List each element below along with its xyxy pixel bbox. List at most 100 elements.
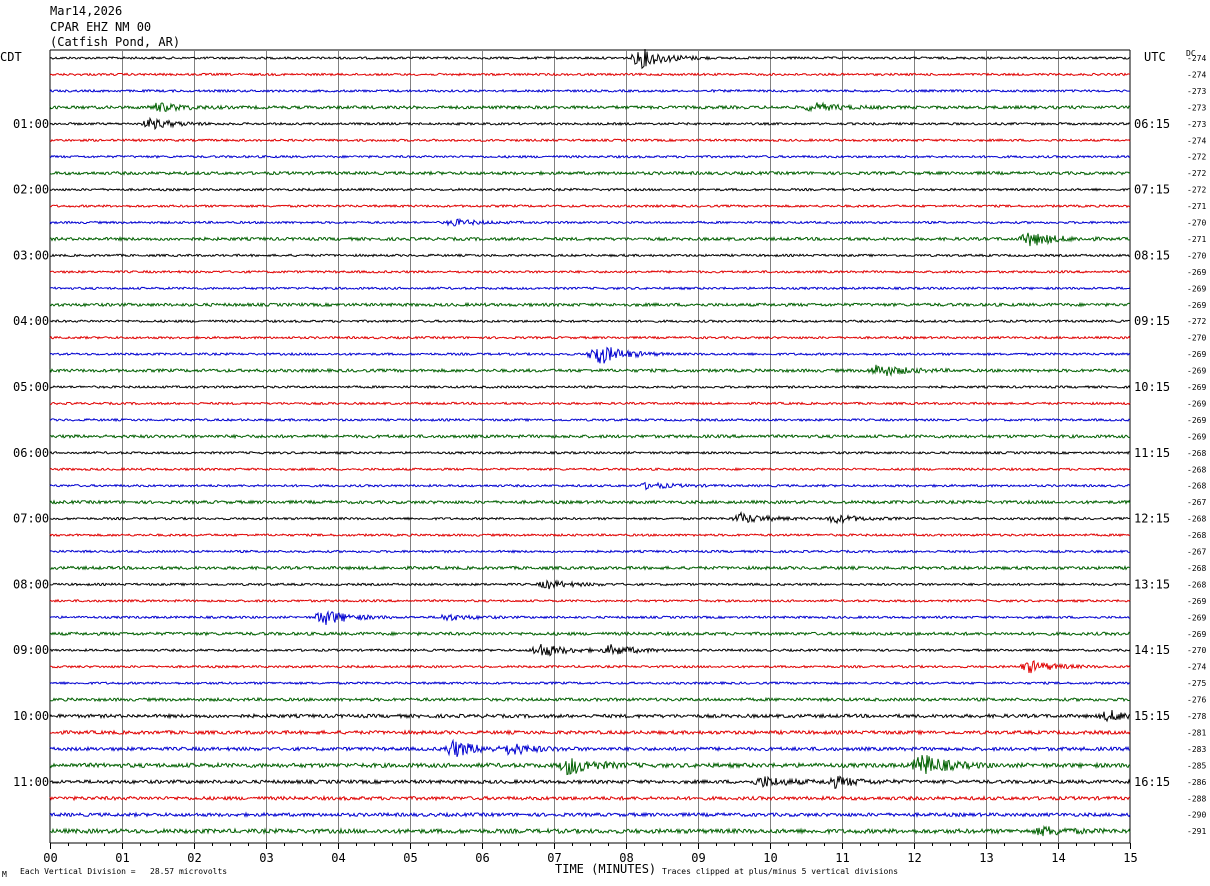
- trace-row-11: [49, 232, 1131, 247]
- x-tick-label: 14: [1051, 851, 1065, 865]
- utc-hour-label: 12:15: [1134, 512, 1170, 526]
- trace-row-32: [49, 579, 1131, 590]
- dc-offset-label: -269: [1187, 268, 1206, 277]
- x-tick-label: 11: [835, 851, 849, 865]
- trace-row-10: [49, 217, 1131, 227]
- dc-offset-label: -270: [1187, 251, 1206, 260]
- utc-hour-label: 07:15: [1134, 183, 1170, 197]
- footer-vertical-division: Each Vertical Division = 28.57 microvolt…: [20, 867, 228, 876]
- trace-row-2: [49, 88, 1130, 94]
- trace-row-31: [49, 565, 1131, 571]
- cdt-hour-label: 11:00: [13, 775, 49, 789]
- x-tick-label: 02: [187, 851, 201, 865]
- dc-offset-label: -273: [1187, 87, 1206, 96]
- trace-row-45: [49, 794, 1131, 802]
- cdt-hour-label: 05:00: [13, 380, 49, 394]
- trace-row-37: [49, 660, 1131, 674]
- x-tick-label: 12: [907, 851, 921, 865]
- dc-offset-label: -291: [1187, 827, 1206, 836]
- dc-offset-label: -270: [1187, 646, 1206, 655]
- dc-offset-label: -269: [1187, 383, 1206, 392]
- trace-row-1: [49, 72, 1131, 77]
- trace-row-27: [49, 499, 1131, 505]
- dc-offset-label: -268: [1187, 515, 1206, 524]
- trace-row-9: [49, 203, 1131, 209]
- utc-hour-label: 13:15: [1134, 577, 1170, 591]
- trace-row-5: [49, 138, 1131, 143]
- grid-lines: [49, 49, 1131, 849]
- trace-row-35: [49, 630, 1131, 637]
- x-tick-label: 13: [979, 851, 993, 865]
- dc-offset-label: -268: [1187, 531, 1206, 540]
- cdt-hour-label: 04:00: [13, 314, 49, 328]
- cdt-hour-label: 01:00: [13, 117, 49, 131]
- cdt-hour-label: 02:00: [13, 183, 49, 197]
- dc-offset-label: -290: [1187, 811, 1206, 820]
- x-tick-label: 03: [259, 851, 273, 865]
- trace-row-44: [49, 775, 1131, 789]
- dc-offset-label: -267: [1187, 548, 1206, 557]
- trace-row-39: [49, 696, 1131, 703]
- trace-row-7: [49, 170, 1131, 177]
- trace-row-42: [49, 738, 1131, 758]
- utc-hour-label: 08:15: [1134, 248, 1170, 262]
- trace-row-0: [49, 48, 1131, 70]
- dc-offset-label: -278: [1187, 712, 1206, 721]
- dc-offset-label: -269: [1187, 416, 1206, 425]
- dc-offset-label: -283: [1187, 745, 1206, 754]
- trace-row-21: [49, 401, 1131, 406]
- dc-offset-label: -281: [1187, 728, 1206, 737]
- utc-hour-label: 16:15: [1134, 775, 1170, 789]
- trace-row-46: [49, 811, 1131, 818]
- dc-offset-label: -268: [1187, 482, 1206, 491]
- trace-row-29: [49, 532, 1131, 538]
- dc-offset-label: -269: [1187, 350, 1206, 359]
- trace-row-40: [49, 709, 1131, 723]
- dc-offset-label: -272: [1187, 186, 1206, 195]
- trace-row-24: [49, 450, 1131, 455]
- trace-row-15: [49, 301, 1131, 308]
- trace-row-13: [49, 269, 1131, 275]
- cdt-hour-label: 03:00: [13, 248, 49, 262]
- utc-hour-label: 11:15: [1134, 446, 1170, 460]
- utc-hour-label: 10:15: [1134, 380, 1170, 394]
- x-tick-label: 08: [619, 851, 633, 865]
- dc-offset-label: -274: [1187, 136, 1206, 145]
- dc-offset-label: -269: [1187, 399, 1206, 408]
- trace-row-19: [49, 364, 1131, 377]
- trace-layer: [49, 48, 1131, 837]
- trace-row-12: [49, 253, 1131, 258]
- x-tick-label: 04: [331, 851, 345, 865]
- footer-clip-note: Traces clipped at plus/minus 5 vertical …: [662, 867, 899, 876]
- trace-row-38: [49, 680, 1131, 686]
- station-code: CPAR EHZ NM 00: [50, 20, 152, 34]
- cdt-hour-label: 08:00: [13, 577, 49, 591]
- trace-row-6: [49, 154, 1131, 159]
- x-tick-label: 15: [1123, 851, 1137, 865]
- dc-offset-label: -269: [1187, 367, 1206, 376]
- trace-row-14: [49, 286, 1131, 291]
- trace-row-47: [49, 825, 1131, 837]
- dc-offset-label: -273: [1187, 103, 1206, 112]
- dc-offset-label: -268: [1187, 465, 1206, 474]
- trace-row-18: [49, 346, 1131, 364]
- dc-offset-label: -285: [1187, 761, 1206, 770]
- trace-row-41: [49, 729, 1131, 736]
- dc-offset-label: -270: [1187, 334, 1206, 343]
- trace-row-25: [49, 467, 1131, 472]
- dc-offset-label: -269: [1187, 284, 1206, 293]
- x-tick-label: 06: [475, 851, 489, 865]
- trace-row-23: [49, 433, 1131, 440]
- cdt-hour-label: 06:00: [13, 446, 49, 460]
- trace-row-22: [49, 417, 1131, 423]
- trace-row-3: [49, 101, 1131, 113]
- station-location: (Catfish Pond, AR): [50, 35, 181, 49]
- utc-hour-label: 15:15: [1134, 709, 1170, 723]
- dc-offset-label: -271: [1187, 202, 1206, 211]
- dc-offset-label: -274: [1187, 663, 1206, 672]
- trace-row-36: [49, 643, 1131, 657]
- dc-offset-label: -274: [1187, 54, 1206, 63]
- dc-offset-label: -273: [1187, 120, 1206, 129]
- x-tick-label: 07: [547, 851, 561, 865]
- dc-offset-label: -268: [1187, 564, 1206, 573]
